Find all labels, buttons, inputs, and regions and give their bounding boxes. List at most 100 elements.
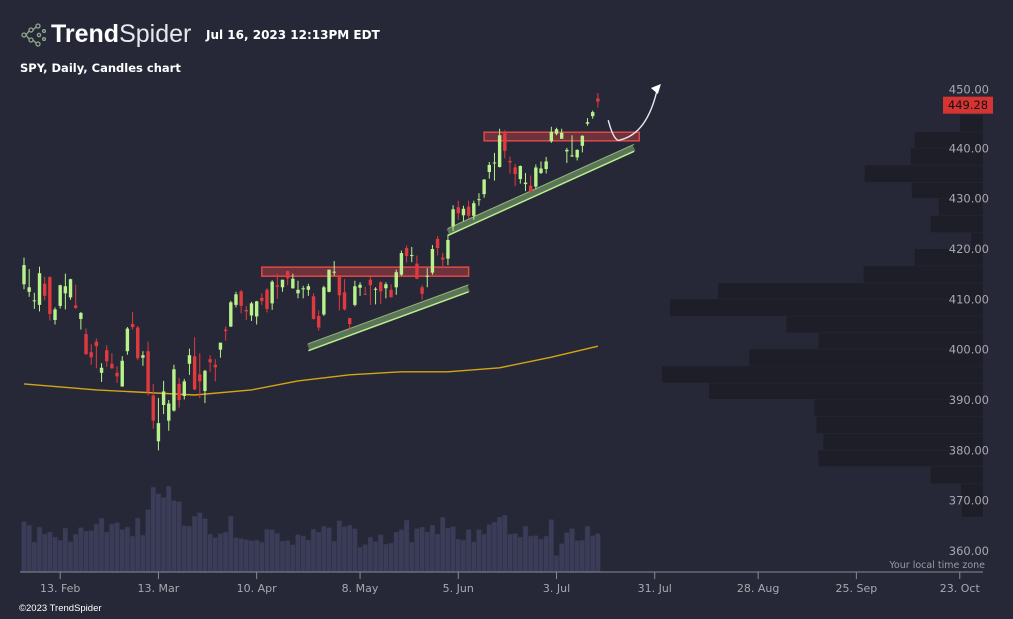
volume-bar: [538, 538, 544, 573]
volume-profile-bin: [814, 399, 983, 417]
volume-profile-bin: [961, 500, 983, 517]
candle-down: [420, 287, 424, 294]
candle-down: [244, 309, 249, 312]
volume-profile-bin: [709, 383, 983, 399]
price-tick-label: 410.00: [949, 292, 989, 306]
volume-bar: [124, 526, 131, 573]
time-axis[interactable]: 13. Feb 13. Mar 10. Apr 8. May 5. Jun 3. Jul 3…: [20, 571, 983, 595]
candle-up: [549, 131, 554, 142]
volume-bar: [258, 541, 265, 573]
volume-bar: [171, 500, 177, 573]
volume-profile-bin: [910, 148, 983, 165]
candle-down: [177, 383, 181, 401]
volume-bar: [165, 485, 172, 573]
volume-bar: [98, 517, 105, 573]
price-axis[interactable]: 360.00 370.00 380.00 390.00 400.00 410.00 420.…: [949, 83, 989, 558]
candle-down: [528, 185, 533, 192]
candle-up: [394, 272, 398, 288]
volume-bar: [341, 526, 348, 573]
candle-up: [58, 285, 62, 306]
volume-bar: [352, 528, 358, 573]
volume-bar: [331, 540, 338, 573]
drawings[interactable]: [261, 83, 661, 352]
volume-bar: [486, 524, 493, 573]
volume-profile-bin: [914, 249, 983, 266]
volume-bar: [222, 531, 229, 573]
candle-down: [89, 352, 93, 358]
candle-up: [487, 164, 491, 173]
volume-bar: [403, 519, 410, 573]
volume-bar: [460, 539, 467, 573]
volume-bar: [517, 536, 524, 573]
candle-down: [94, 341, 99, 347]
volume-bar: [47, 531, 53, 573]
volume-bar: [455, 538, 462, 573]
candle-up: [446, 239, 450, 259]
chart-subtitle: SPY, Daily, Candles chart: [20, 61, 181, 75]
time-tick-label: 5. Jun: [443, 582, 474, 595]
volume-bar: [52, 536, 58, 573]
volume-profile: [662, 115, 983, 517]
candle-down: [415, 263, 419, 279]
volume-bar: [176, 501, 182, 573]
candle-up: [399, 253, 404, 275]
candle-down: [466, 206, 471, 216]
support-channel: [307, 284, 470, 351]
volume-bar: [36, 526, 43, 573]
candle-down: [441, 257, 445, 260]
brand-name: TrendSpider: [51, 20, 191, 49]
time-tick-label: 10. Apr: [237, 582, 277, 595]
volume-bar: [57, 539, 64, 573]
candle-down: [265, 289, 269, 309]
volume-bar: [238, 538, 244, 573]
volume-bar: [439, 516, 446, 573]
volume-bar: [383, 543, 389, 573]
volume-bar: [295, 534, 301, 573]
volume-bars: [21, 485, 601, 573]
candle-up: [167, 403, 171, 421]
volume-profile-bin: [718, 283, 983, 299]
price-tick-label: 400.00: [949, 343, 989, 357]
candle-up: [172, 369, 176, 411]
volume-bar: [160, 497, 167, 573]
candle-up: [539, 168, 543, 174]
candle-down: [239, 291, 243, 306]
price-tick-label: 440.00: [949, 141, 989, 155]
candle-down: [348, 317, 352, 325]
candle-up: [477, 199, 481, 201]
candle-down: [435, 238, 440, 249]
candle-down: [363, 293, 367, 295]
volume-bar: [491, 521, 498, 573]
volume-bar: [274, 532, 281, 573]
volume-bar: [553, 555, 560, 573]
volume-profile-bin: [959, 115, 983, 132]
volume-bar: [150, 486, 157, 573]
volume-bar: [155, 493, 162, 573]
candle-down: [48, 277, 52, 314]
volume-profile-bin: [670, 299, 983, 316]
candle-down: [508, 160, 512, 163]
volume-bar: [134, 517, 141, 573]
volume-bar: [450, 526, 456, 573]
time-tick-label: 25. Sep: [836, 582, 878, 595]
candle-down: [208, 359, 212, 363]
candle-up: [203, 370, 207, 391]
candle-up: [575, 149, 579, 158]
time-tick-label: 23. Oct: [940, 582, 981, 595]
candle-up: [229, 302, 233, 327]
candle-up: [296, 289, 300, 294]
brand-bold: Trend: [51, 20, 120, 48]
candle-up: [492, 162, 497, 164]
candle-down: [456, 207, 460, 214]
volume-bar: [569, 528, 575, 573]
candle-down: [337, 275, 342, 296]
candle-down: [105, 350, 109, 362]
volume-profile-bin: [786, 316, 983, 333]
candle-down: [389, 289, 393, 298]
volume-bar: [574, 540, 581, 573]
candle-up: [472, 203, 476, 216]
candle-up: [544, 161, 548, 169]
volume-bar: [119, 529, 126, 573]
candle-up: [182, 381, 186, 396]
